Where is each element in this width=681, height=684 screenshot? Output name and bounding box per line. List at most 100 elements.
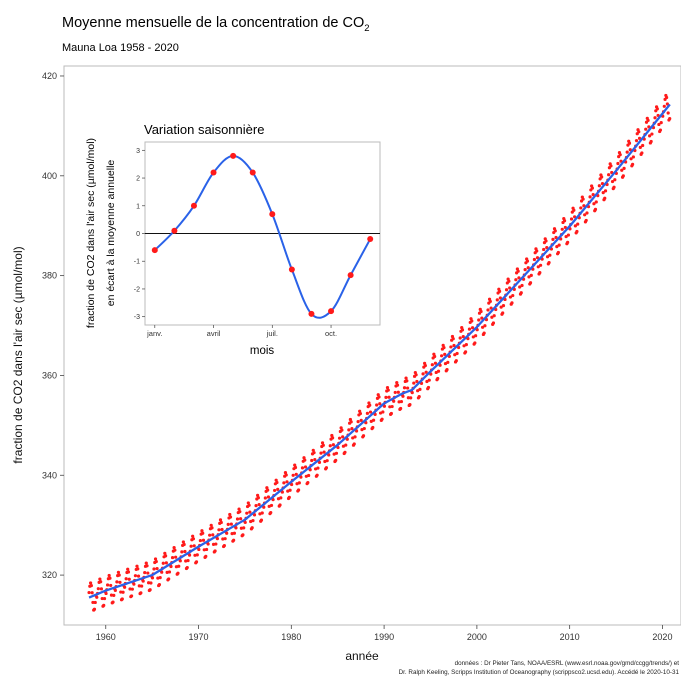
monthly-point bbox=[254, 503, 258, 508]
monthly-point bbox=[483, 324, 487, 328]
inset-x-tick-label: avril bbox=[207, 329, 221, 338]
monthly-point bbox=[275, 480, 279, 485]
monthly-point bbox=[458, 336, 462, 340]
monthly-point bbox=[198, 538, 202, 543]
monthly-point bbox=[312, 451, 316, 455]
monthly-point bbox=[460, 328, 465, 332]
monthly-point bbox=[220, 527, 224, 532]
monthly-point bbox=[140, 584, 144, 588]
monthly-point bbox=[273, 488, 277, 493]
inset-month-point bbox=[230, 152, 237, 159]
monthly-point bbox=[454, 359, 458, 363]
monthly-point bbox=[294, 472, 298, 476]
monthly-point bbox=[572, 208, 576, 212]
monthly-point bbox=[109, 593, 114, 597]
x-tick-label: 2020 bbox=[652, 632, 672, 642]
monthly-point bbox=[415, 379, 419, 384]
monthly-point bbox=[576, 222, 580, 226]
monthly-point bbox=[325, 459, 329, 463]
monthly-point bbox=[238, 510, 242, 514]
monthly-point bbox=[232, 531, 237, 535]
monthly-point bbox=[127, 577, 131, 581]
monthly-point bbox=[436, 376, 440, 381]
monthly-point bbox=[279, 496, 283, 500]
monthly-point bbox=[331, 443, 335, 447]
monthly-point bbox=[276, 487, 280, 491]
monthly-point bbox=[657, 122, 661, 127]
y-tick-label: 320 bbox=[42, 570, 57, 580]
monthly-point bbox=[223, 537, 227, 541]
monthly-point bbox=[551, 237, 555, 241]
monthly-point bbox=[563, 225, 567, 230]
monthly-point bbox=[417, 395, 421, 399]
monthly-point bbox=[90, 591, 94, 595]
monthly-point bbox=[401, 394, 405, 398]
monthly-point bbox=[211, 533, 215, 537]
monthly-point bbox=[293, 465, 298, 470]
monthly-point bbox=[260, 511, 264, 515]
monthly-point bbox=[296, 488, 301, 492]
monthly-point bbox=[446, 360, 450, 364]
monthly-point bbox=[266, 495, 271, 499]
monthly-point bbox=[316, 466, 320, 470]
inset-y-tick-label: 2 bbox=[136, 176, 140, 183]
monthly-point bbox=[259, 518, 264, 522]
monthly-point bbox=[404, 376, 408, 380]
monthly-point bbox=[556, 250, 560, 255]
y-axis-label: fraction de CO2 dans l'air sec (µmol/mol… bbox=[11, 246, 25, 463]
monthly-point bbox=[511, 293, 515, 298]
monthly-point bbox=[121, 590, 125, 594]
monthly-point bbox=[158, 576, 162, 580]
monthly-point bbox=[91, 600, 95, 605]
monthly-point bbox=[297, 481, 301, 485]
monthly-point bbox=[92, 607, 97, 611]
monthly-point bbox=[313, 457, 317, 462]
monthly-point bbox=[269, 503, 274, 508]
monthly-point bbox=[584, 218, 588, 223]
monthly-point bbox=[491, 321, 496, 325]
monthly-point bbox=[368, 403, 372, 407]
monthly-point bbox=[214, 542, 218, 546]
monthly-point bbox=[160, 570, 164, 574]
monthly-point bbox=[129, 594, 134, 598]
monthly-point bbox=[359, 418, 363, 422]
monthly-point bbox=[445, 367, 449, 372]
monthly-point bbox=[414, 373, 418, 377]
monthly-point bbox=[282, 481, 286, 485]
monthly-point bbox=[225, 531, 229, 535]
monthly-point bbox=[410, 391, 414, 395]
monthly-point bbox=[340, 428, 344, 432]
monthly-point bbox=[455, 351, 459, 356]
inset-month-point bbox=[347, 272, 354, 279]
inset-y-tick-label: -1 bbox=[134, 259, 140, 266]
monthly-point bbox=[181, 540, 185, 544]
monthly-point bbox=[603, 196, 607, 200]
inset-y-tick-label: -3 bbox=[134, 314, 140, 321]
monthly-point bbox=[155, 566, 159, 571]
monthly-point bbox=[89, 584, 93, 588]
monthly-point bbox=[566, 240, 570, 244]
monthly-point bbox=[321, 443, 325, 447]
monthly-point bbox=[228, 512, 232, 517]
monthly-point bbox=[474, 334, 478, 338]
monthly-point bbox=[392, 399, 396, 403]
monthly-point bbox=[495, 298, 499, 302]
monthly-point bbox=[627, 141, 632, 145]
monthly-point bbox=[234, 526, 238, 530]
monthly-point bbox=[210, 526, 214, 530]
monthly-point bbox=[191, 537, 196, 541]
monthly-point bbox=[629, 157, 633, 161]
monthly-point bbox=[449, 345, 453, 349]
monthly-point bbox=[248, 510, 252, 514]
monthly-point bbox=[371, 425, 375, 430]
monthly-point bbox=[87, 590, 91, 595]
monthly-point bbox=[183, 549, 187, 554]
monthly-point bbox=[361, 434, 366, 438]
monthly-point bbox=[562, 219, 567, 223]
monthly-point bbox=[526, 266, 530, 270]
monthly-point bbox=[488, 299, 492, 304]
monthly-point bbox=[299, 475, 303, 479]
monthly-point bbox=[213, 549, 217, 553]
monthly-point bbox=[280, 490, 284, 494]
monthly-point bbox=[590, 186, 594, 190]
